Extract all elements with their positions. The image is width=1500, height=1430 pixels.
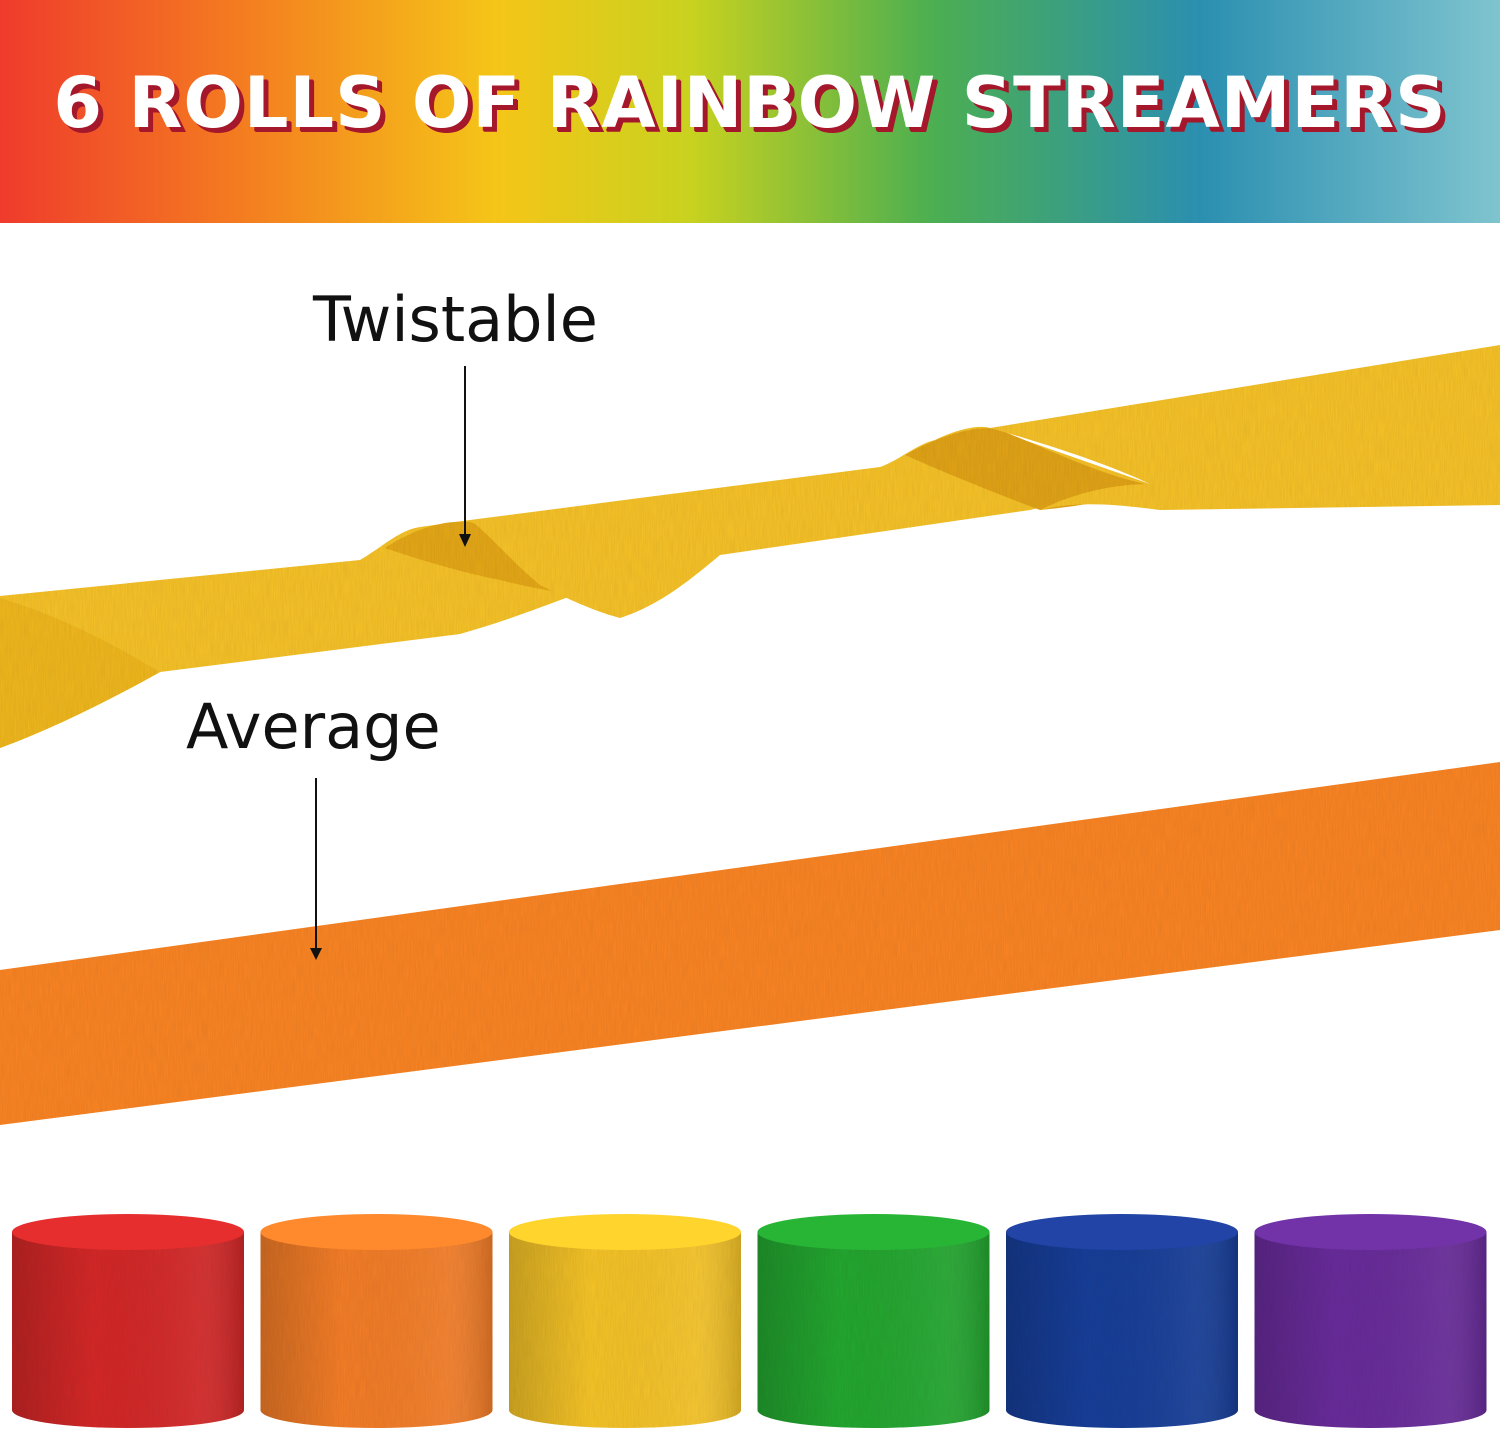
title-banner: 6 ROLLS OF RAINBOW STREAMERS [0,0,1500,223]
average-label: Average [186,690,441,763]
streamer-roll-yellow [509,1214,741,1428]
streamer-roll-green [757,1214,990,1428]
streamer-roll-purple [1254,1214,1487,1428]
streamer-rolls [12,1214,1487,1428]
twistable-label: Twistable [313,283,598,356]
streamer-roll-orange [260,1214,493,1428]
banner-title: 6 ROLLS OF RAINBOW STREAMERS [53,62,1447,144]
average-arrow [310,778,322,960]
streamer-roll-blue [1006,1214,1238,1428]
flat-streamer [0,762,1500,1125]
twistable-arrow [459,366,471,547]
twisted-streamer [0,345,1500,748]
streamer-roll-red [12,1214,244,1428]
